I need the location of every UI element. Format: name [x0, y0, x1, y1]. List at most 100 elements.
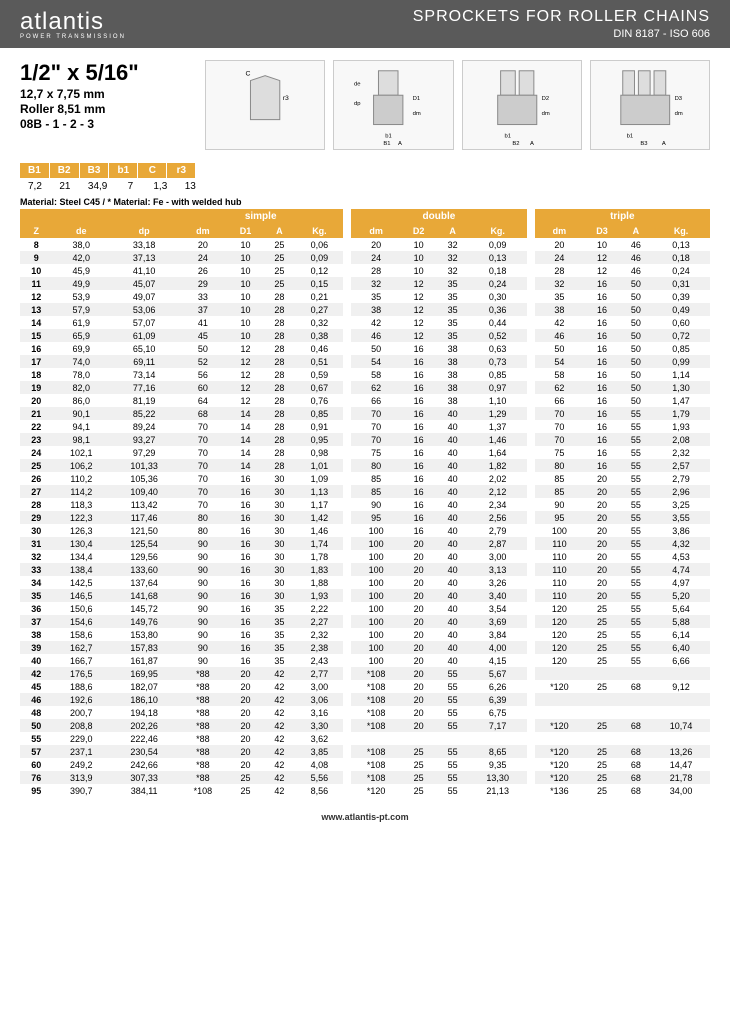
section-simple: simple [178, 209, 343, 224]
col-t-dm: dm [535, 224, 585, 238]
table-row: 46192,6186,10*8820423,06*10820556,39 [20, 693, 710, 706]
svg-text:b1: b1 [626, 133, 633, 139]
spec-title: 1/2" x 5/16" [20, 60, 190, 86]
table-row: 33138,4133,609016301,8310020403,13110205… [20, 563, 710, 576]
table-row: 1774,069,115212280,515416380,735416500,9… [20, 355, 710, 368]
table-row: 1253,949,073310280,213512350,303516500,3… [20, 290, 710, 303]
col-d-Kg.: Kg. [469, 224, 527, 238]
spec-line-1: 12,7 x 7,75 mm [20, 87, 190, 101]
svg-text:dp: dp [354, 101, 361, 107]
table-row: 2190,185,226814280,857016401,297016551,7… [20, 407, 710, 420]
table-row: 26110,2105,367016301,098516402,028520552… [20, 472, 710, 485]
diagram-triple: D3dmb1B3A [590, 60, 710, 150]
svg-text:de: de [354, 81, 361, 87]
col-Z: Z [20, 224, 52, 238]
diagram-simple: de dp D1 dm b1 B1 A [333, 60, 453, 150]
col-d-A: A [436, 224, 468, 238]
col-s-A: A [263, 224, 295, 238]
svg-text:b1: b1 [386, 133, 393, 139]
spec-line-3: 08B - 1 - 2 - 3 [20, 117, 190, 131]
spec-text: 1/2" x 5/16" 12,7 x 7,75 mm Roller 8,51 … [20, 60, 190, 150]
col-s-dm: dm [178, 224, 228, 238]
table-row: 1565,961,094510280,384612350,524616500,7… [20, 329, 710, 342]
svg-text:A: A [398, 141, 402, 147]
col-de: de [52, 224, 110, 238]
table-row: 50208,8202,26*8820423,30*10820557,17*120… [20, 719, 710, 732]
header-title: SPROCKETS FOR ROLLER CHAINS [413, 8, 710, 26]
dim-hdr-B2: B2 [50, 163, 79, 178]
table-row: 1878,073,145612280,595816380,855816501,1… [20, 368, 710, 381]
svg-text:dm: dm [413, 111, 421, 117]
table-row: 838,033,182010250,062010320,092010460,13 [20, 238, 710, 251]
logo-text: atlantis [20, 8, 126, 36]
table-row: 24102,197,297014280,987516401,647516552,… [20, 446, 710, 459]
table-row: 25106,2101,337014281,018016401,828016552… [20, 459, 710, 472]
svg-text:dm: dm [674, 111, 682, 117]
dim-hdr-B1: B1 [20, 163, 49, 178]
table-row: 37154,6149,769016352,2710020403,69120255… [20, 615, 710, 628]
material-note: Material: Steel C45 / * Material: Fe - w… [20, 197, 710, 207]
svg-text:dm: dm [541, 111, 549, 117]
table-row: 55229,0222,46*8820423,62 [20, 732, 710, 745]
table-row: 32134,4129,569016301,7810020403,00110205… [20, 550, 710, 563]
col-t-D3: D3 [584, 224, 619, 238]
table-row: 57237,1230,54*8820423,85*10825558,65*120… [20, 745, 710, 758]
dim-val-B1: 7,2 [20, 179, 50, 194]
dimension-table: B1B2B3b1Cr3 7,22134,971,313 [20, 163, 710, 194]
table-row: 27114,2109,407016301,138516402,128520552… [20, 485, 710, 498]
svg-text:D2: D2 [541, 96, 549, 102]
header-right: SPROCKETS FOR ROLLER CHAINS DIN 8187 - I… [413, 8, 710, 40]
table-row: 1149,945,072910250,153212350,243216500,3… [20, 277, 710, 290]
column-header-row: ZdedpdmD1AKg.dmD2AKg.dmD3AKg. [20, 224, 710, 238]
svg-text:D1: D1 [413, 96, 421, 102]
logo-block: atlantis POWER TRANSMISSION [20, 8, 126, 40]
header-subtitle: DIN 8187 - ISO 606 [413, 28, 710, 40]
svg-text:A: A [529, 141, 533, 147]
table-row: 60249,2242,66*8820424,08*10825559,35*120… [20, 758, 710, 771]
table-row: 1461,957,074110280,324212350,444216500,6… [20, 316, 710, 329]
section-double: double [351, 209, 526, 224]
table-row: 35146,5141,689016301,9310020403,40110205… [20, 589, 710, 602]
table-row: 38158,6153,809016352,3210020403,84120255… [20, 628, 710, 641]
col-d-dm: dm [351, 224, 401, 238]
col-dp: dp [110, 224, 178, 238]
data-table: simple double triple ZdedpdmD1AKg.dmD2AK… [20, 209, 710, 797]
dim-val-B2: 21 [51, 179, 79, 194]
col-s-D1: D1 [228, 224, 263, 238]
dim-hdr-b1: b1 [109, 163, 137, 178]
footer-url: www.atlantis-pt.com [0, 812, 730, 822]
spec-section: 1/2" x 5/16" 12,7 x 7,75 mm Roller 8,51 … [0, 48, 730, 155]
table-row: 45188,6182,07*8820423,00*10820556,26*120… [20, 680, 710, 693]
table-row: 39162,7157,839016352,3810020404,00120255… [20, 641, 710, 654]
table-row: 42176,5169,95*8820422,77*10820555,67 [20, 667, 710, 680]
svg-text:r3: r3 [283, 95, 289, 102]
diagram-double: D2 dm b1B2 A [462, 60, 582, 150]
section-triple: triple [535, 209, 710, 224]
table-row: 48200,7194,18*8820423,16*10820556,75 [20, 706, 710, 719]
table-row: 1669,965,105012280,465016380,635016500,8… [20, 342, 710, 355]
svg-text:B1: B1 [384, 141, 391, 147]
col-s-Kg.: Kg. [296, 224, 344, 238]
svg-text:C: C [246, 71, 251, 78]
col-t-A: A [620, 224, 652, 238]
svg-text:A: A [662, 141, 666, 147]
table-row: 28118,3113,427016301,179016402,349020553… [20, 498, 710, 511]
svg-text:D3: D3 [674, 96, 682, 102]
table-row: 1357,953,063710280,273812350,363816500,4… [20, 303, 710, 316]
spec-line-2: Roller 8,51 mm [20, 102, 190, 116]
table-row: 76313,9307,33*8825425,56*108255513,30*12… [20, 771, 710, 784]
svg-text:b1: b1 [504, 133, 511, 139]
diagram-tooth: Cr3 [205, 60, 325, 150]
table-row: 30126,3121,508016301,4610016402,79100205… [20, 524, 710, 537]
dim-val-r3: 13 [176, 179, 204, 194]
table-row: 2294,189,247014280,917016401,377016551,9… [20, 420, 710, 433]
diagrams: Cr3 dedpD1dmb1B1A D2dmb1B2A D3dmb1B3A [205, 60, 710, 150]
dim-hdr-B3: B3 [80, 163, 109, 178]
table-row: 31130,4125,549016301,7410020402,87110205… [20, 537, 710, 550]
dim-val-C: 1,3 [145, 179, 175, 194]
svg-text:B2: B2 [512, 141, 519, 147]
logo-subtitle: POWER TRANSMISSION [20, 34, 126, 40]
dim-hdr-C: C [138, 163, 166, 178]
table-row: 2086,081,196412280,766616381,106616501,4… [20, 394, 710, 407]
dim-val-b1: 7 [116, 179, 144, 194]
